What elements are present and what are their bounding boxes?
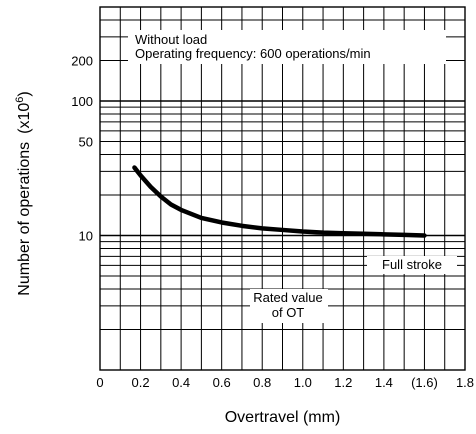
annotation-text: of OT bbox=[272, 305, 305, 320]
y-tick-label: 10 bbox=[79, 229, 93, 244]
x-tick-label: 1.2 bbox=[334, 375, 352, 390]
y-axis-label-text: Number of operations bbox=[16, 142, 33, 296]
series-line bbox=[132, 165, 427, 238]
annotation-text: Full stroke bbox=[382, 257, 442, 272]
annotation-text: Without load bbox=[135, 32, 207, 47]
annotation-text: Rated value bbox=[253, 290, 322, 305]
x-tick-label: 0.2 bbox=[132, 375, 150, 390]
annotation-background bbox=[250, 289, 328, 323]
x-tick-label: 1.0 bbox=[294, 375, 312, 390]
x-tick-label: 0.4 bbox=[172, 375, 190, 390]
y-axis-unit-prefix: (x10 bbox=[16, 103, 33, 134]
y-tick-label: 100 bbox=[71, 94, 93, 109]
y-tick-label: 200 bbox=[71, 54, 93, 69]
y-tick-labels: 10 50 100 200 bbox=[71, 54, 93, 244]
x-tick-label: (1.6) bbox=[411, 375, 438, 390]
x-axis-label: Overtravel (mm) bbox=[225, 409, 341, 426]
x-tick-label: 1.8 bbox=[456, 375, 474, 390]
x-tick-label: 0.8 bbox=[253, 375, 271, 390]
x-tick-label: 0.6 bbox=[213, 375, 231, 390]
series-group bbox=[132, 165, 427, 238]
y-axis-unit-suffix: ) bbox=[16, 91, 33, 96]
annotation-background bbox=[367, 256, 457, 274]
plot-frame bbox=[99, 6, 466, 371]
x-tick-labels: 0 0.2 0.4 0.6 0.8 1.0 1.2 1.4 (1.6) 1.8 bbox=[96, 375, 474, 390]
y-axis-unit-exponent: 6 bbox=[14, 97, 26, 103]
annotation-text: Operating frequency: 600 operations/min bbox=[135, 46, 371, 61]
y-tick-label: 50 bbox=[79, 134, 93, 149]
x-tick-label: 0 bbox=[96, 375, 103, 390]
annotation-background bbox=[128, 30, 446, 64]
y-axis-label: Number of operations (x106) bbox=[14, 91, 33, 295]
x-tick-label: 1.4 bbox=[375, 375, 393, 390]
